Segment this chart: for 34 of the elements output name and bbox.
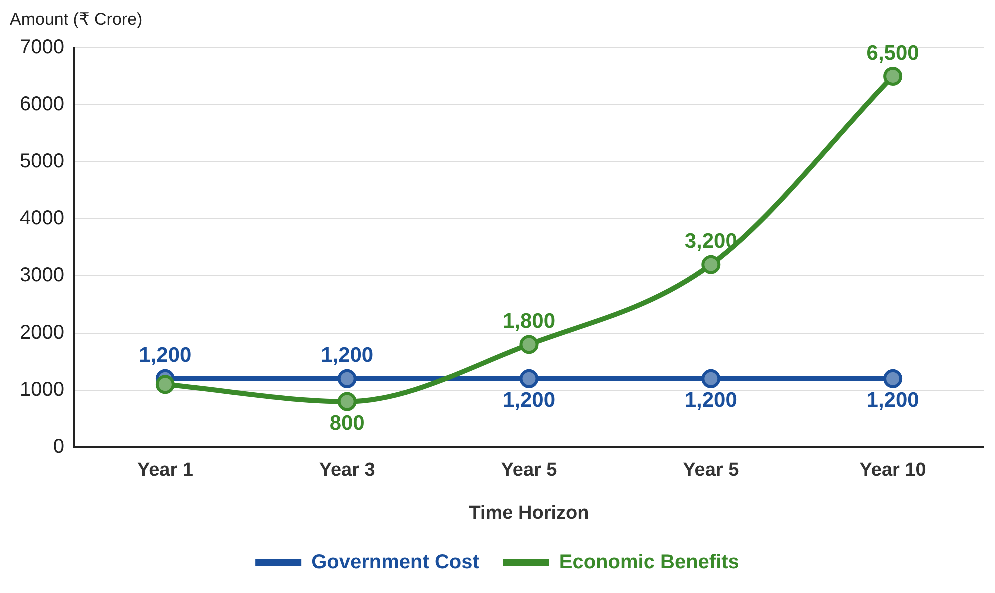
point [338, 369, 357, 388]
point [702, 369, 721, 388]
y-tick-label: 2000 [20, 322, 64, 344]
y-tick-label: 4000 [20, 208, 64, 230]
x-tick-label: Year 3 [319, 460, 376, 482]
y-tick-label: 6000 [20, 94, 64, 116]
data-label: 1,200 [684, 389, 738, 412]
point [156, 375, 175, 394]
y-tick-label: 3000 [20, 264, 64, 287]
data-label: 1,200 [321, 344, 374, 368]
data-label: 1,200 [866, 389, 920, 412]
legend-label: Economic Benefits [559, 552, 740, 574]
y-tick-label: 7000 [20, 36, 64, 59]
x-tick-label: Year 5 [683, 460, 740, 482]
x-axis-title: Time Horizon [469, 502, 590, 524]
data-label: 6,500 [866, 42, 920, 65]
y-tick-label: 5000 [20, 150, 64, 173]
point [520, 369, 539, 388]
point [884, 369, 903, 388]
y-tick-label: 0 [53, 436, 64, 458]
legend-label: Government Cost [312, 552, 480, 574]
x-tick-label: Year 5 [501, 460, 558, 482]
y-axis-title: Amount (₹ Crore) [10, 10, 143, 30]
point [884, 67, 903, 86]
point [520, 335, 539, 354]
point [338, 392, 357, 412]
y-tick-label: 1000 [20, 378, 64, 401]
data-label: 1,800 [502, 310, 556, 333]
x-tick-label: Year 1 [137, 460, 194, 482]
data-label: 800 [330, 412, 365, 436]
data-label: 1,200 [139, 344, 192, 368]
x-tick-label: Year 10 [860, 460, 926, 482]
point [702, 255, 721, 274]
data-label: 1,200 [502, 389, 556, 412]
